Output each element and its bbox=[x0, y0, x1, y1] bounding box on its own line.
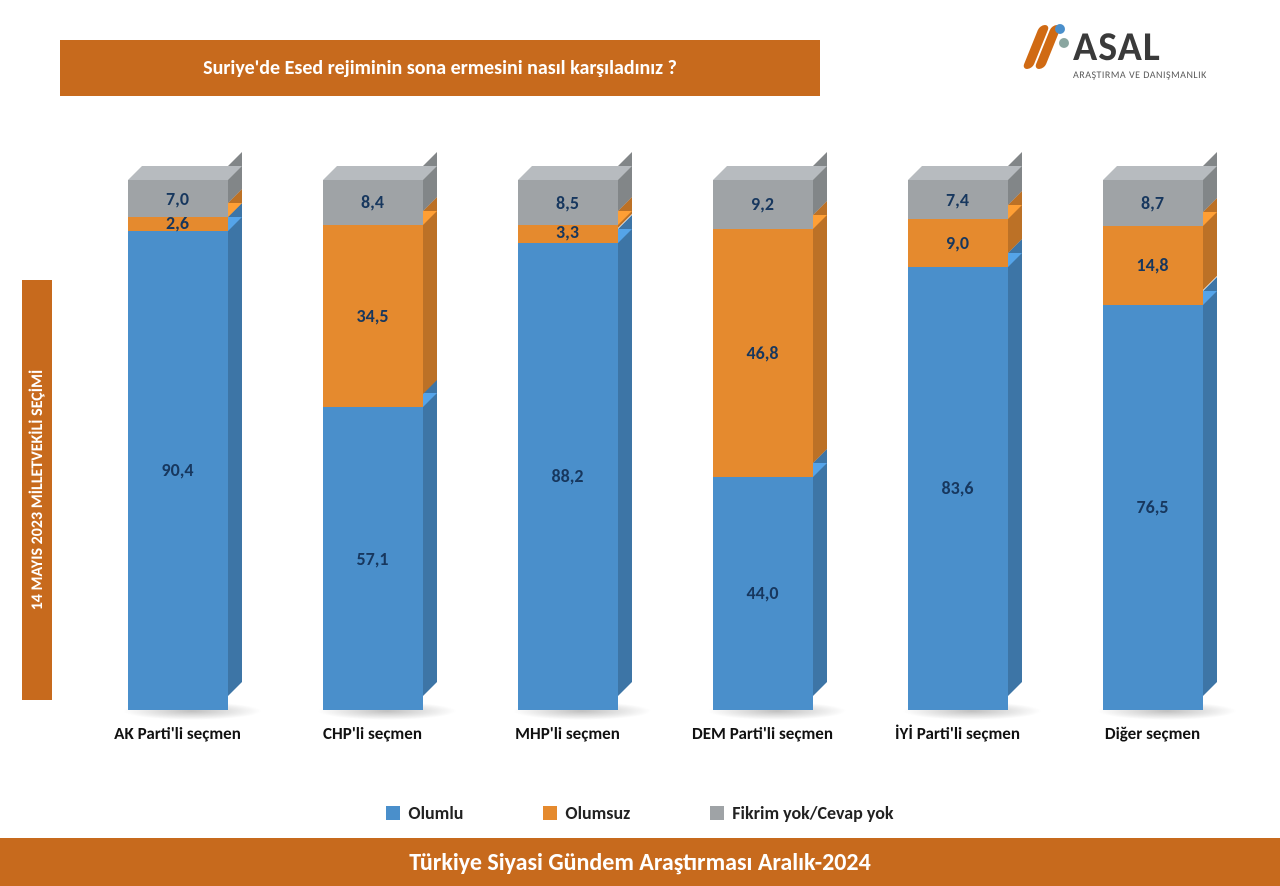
legend-item: Fikrim yok/Cevap yok bbox=[710, 802, 893, 824]
side-label: 14 MAYIS 2023 MİLLETVEKİLİ SEÇİMİ bbox=[22, 280, 52, 700]
bar-slot: 44,046,89,2DEM Parti'li seçmen bbox=[698, 180, 828, 710]
brand-logo-mark bbox=[1021, 24, 1067, 70]
bar-slot: 88,23,38,5MHP'li seçmen bbox=[503, 180, 633, 710]
category-label: İYİ Parti'li seçmen bbox=[873, 724, 1043, 744]
bar-segment-olumsuz: 3,3 bbox=[518, 225, 618, 242]
legend-label: Olumsuz bbox=[565, 802, 630, 824]
bars-row: 90,42,67,0AK Parti'li seçmen57,134,58,4C… bbox=[80, 140, 1250, 710]
stacked-bar: 88,2 3,3 8,5 bbox=[518, 180, 618, 710]
bar-slot: 83,69,07,4İYİ Parti'li seçmen bbox=[893, 180, 1023, 710]
value-label: 14,8 bbox=[1136, 254, 1168, 276]
footer-title: Türkiye Siyasi Gündem Araştırması Aralık… bbox=[0, 838, 1280, 886]
value-label: 8,7 bbox=[1141, 192, 1164, 214]
bar-segment-fikrim: 7,0 bbox=[128, 180, 228, 217]
bar-segment-olumsuz: 2,6 bbox=[128, 217, 228, 231]
bar-segment-olumsuz: 34,5 bbox=[323, 225, 423, 408]
legend-item: Olumlu bbox=[386, 802, 463, 824]
category-label: MHP'li seçmen bbox=[483, 724, 653, 744]
chart-canvas: Suriye'de Esed rejiminin sona ermesini n… bbox=[0, 0, 1280, 886]
value-label: 9,2 bbox=[751, 193, 774, 215]
value-label: 7,4 bbox=[946, 189, 969, 211]
chart-title: Suriye'de Esed rejiminin sona ermesini n… bbox=[60, 40, 820, 96]
legend: Olumlu Olumsuz Fikrim yok/Cevap yok bbox=[0, 802, 1280, 824]
bar-segment-fikrim: 9,2 bbox=[713, 180, 813, 229]
stacked-bar: 90,4 2,6 7,0 bbox=[128, 180, 228, 710]
brand-logo-subtitle: ARAŞTIRMA VE DANIŞMANLIK bbox=[1073, 68, 1256, 81]
category-label: Diğer seçmen bbox=[1068, 724, 1238, 744]
bar-segment-olumsuz: 14,8 bbox=[1103, 226, 1203, 304]
bar-segment-fikrim: 8,5 bbox=[518, 180, 618, 225]
category-label: CHP'li seçmen bbox=[288, 724, 458, 744]
bar-segment-olumlu: 83,6 bbox=[908, 267, 1008, 710]
stacked-bar: 44,0 46,8 9,2 bbox=[713, 180, 813, 710]
legend-swatch bbox=[710, 806, 724, 820]
legend-item: Olumsuz bbox=[543, 802, 630, 824]
category-label: AK Parti'li seçmen bbox=[93, 724, 263, 744]
stacked-bar: 76,5 14,8 8,7 bbox=[1103, 180, 1203, 710]
value-label: 88,2 bbox=[551, 465, 583, 487]
bar-slot: 57,134,58,4CHP'li seçmen bbox=[308, 180, 438, 710]
bar-segment-olumlu: 76,5 bbox=[1103, 305, 1203, 710]
value-label: 8,4 bbox=[361, 191, 384, 213]
value-label: 46,8 bbox=[746, 342, 778, 364]
value-label: 57,1 bbox=[356, 548, 388, 570]
brand-logo: ASAL ARAŞTIRMA VE DANIŞMANLIK bbox=[1021, 24, 1256, 81]
value-label: 9,0 bbox=[946, 232, 969, 254]
bar-segment-fikrim: 8,4 bbox=[323, 180, 423, 225]
legend-label: Fikrim yok/Cevap yok bbox=[732, 802, 893, 824]
bar-segment-olumlu: 57,1 bbox=[323, 407, 423, 710]
value-label: 44,0 bbox=[746, 582, 778, 604]
brand-logo-text: ASAL bbox=[1073, 27, 1161, 67]
bar-segment-fikrim: 7,4 bbox=[908, 180, 1008, 219]
value-label: 7,0 bbox=[166, 188, 189, 210]
category-label: DEM Parti'li seçmen bbox=[678, 724, 848, 744]
bar-segment-fikrim: 8,7 bbox=[1103, 180, 1203, 226]
bar-slot: 76,514,88,7Diğer seçmen bbox=[1088, 180, 1218, 710]
value-label: 90,4 bbox=[161, 459, 193, 481]
legend-swatch bbox=[543, 806, 557, 820]
bar-segment-olumlu: 44,0 bbox=[713, 477, 813, 710]
value-label: 76,5 bbox=[1136, 496, 1168, 518]
stacked-bar: 57,1 34,5 8,4 bbox=[323, 180, 423, 710]
stacked-bar: 83,6 9,0 7,4 bbox=[908, 180, 1008, 710]
bar-segment-olumlu: 90,4 bbox=[128, 231, 228, 710]
bar-segment-olumsuz: 46,8 bbox=[713, 229, 813, 477]
legend-swatch bbox=[386, 806, 400, 820]
chart-area: 90,4 2,6 7,0 AK Parti'li seçmen 57,1 34,5 8,4 C… bbox=[80, 140, 1250, 750]
value-label: 8,5 bbox=[556, 192, 579, 214]
value-label: 83,6 bbox=[941, 477, 973, 499]
bar-slot: 90,42,67,0AK Parti'li seçmen bbox=[113, 180, 243, 710]
bar-segment-olumsuz: 9,0 bbox=[908, 219, 1008, 267]
bar-segment-olumlu: 88,2 bbox=[518, 243, 618, 710]
value-label: 34,5 bbox=[356, 305, 388, 327]
legend-label: Olumlu bbox=[408, 802, 463, 824]
